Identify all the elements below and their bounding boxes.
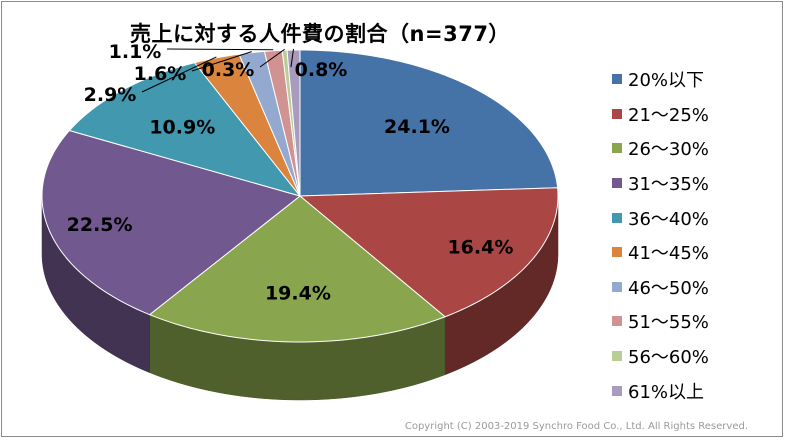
leader-line-8 <box>259 48 285 68</box>
data-label-3: 22.5% <box>67 214 133 236</box>
legend: 20%以下 21～25% 26～30% 31～35% 36～40% 41～45% 46～50… <box>612 62 782 408</box>
legend-item: 61%以上 <box>612 373 782 408</box>
legend-label: 46～50% <box>628 277 709 299</box>
legend-item: 21～25% <box>612 97 782 132</box>
pie-slices <box>41 49 559 343</box>
legend-swatch <box>612 178 622 189</box>
legend-label: 36～40% <box>628 208 709 230</box>
data-label-0: 24.1% <box>384 116 450 138</box>
data-label-5: 2.9% <box>84 84 137 106</box>
legend-item: 51～55% <box>612 304 782 339</box>
legend-item: 26～30% <box>612 131 782 166</box>
legend-swatch <box>612 281 622 292</box>
legend-label: 61%以上 <box>628 381 705 403</box>
pie-slice-5 <box>194 53 301 197</box>
data-label-4: 10.9% <box>149 116 215 138</box>
data-label-8: 0.3% <box>202 59 255 81</box>
leader-line-7 <box>166 48 274 51</box>
pie-slice-1 <box>299 187 559 318</box>
legend-label: 20%以下 <box>628 70 705 92</box>
pie-slice-4 <box>68 62 301 197</box>
data-label-9: 0.8% <box>295 59 348 81</box>
leader-lines <box>141 48 294 93</box>
pie-slice-2 <box>149 195 446 343</box>
legend-swatch <box>612 74 622 85</box>
legend-label: 56～60% <box>628 347 709 369</box>
leader-line-9 <box>290 48 294 68</box>
legend-swatch <box>612 212 622 223</box>
copyright-text: Copyright (C) 2003-2019 Synchro Food Co.… <box>404 421 748 432</box>
data-label-7: 1.1% <box>109 41 162 63</box>
chart-title: 売上に対する人件費の割合（n=377） <box>130 22 510 46</box>
leader-line-6 <box>191 51 252 72</box>
pie-slice-6 <box>238 50 301 197</box>
legend-swatch <box>612 351 622 362</box>
leader-line-5 <box>141 56 217 93</box>
data-labels: 24.1% 16.4% 19.4% 22.5% 10.9% 2.9%1.6%1.1% 0.3… <box>67 41 514 304</box>
legend-swatch <box>612 316 622 327</box>
legend-item: 56～60% <box>612 339 782 374</box>
data-label-6: 1.6% <box>134 63 187 85</box>
pie-slice-3 <box>41 130 301 316</box>
legend-swatch <box>612 143 622 154</box>
legend-item: 31～35% <box>612 166 782 201</box>
legend-swatch <box>612 385 622 396</box>
data-label-2: 19.4% <box>265 282 331 304</box>
data-label-1: 16.4% <box>447 236 513 258</box>
legend-swatch <box>612 247 622 258</box>
legend-label: 26～30% <box>628 139 709 161</box>
legend-item: 20%以下 <box>612 62 782 97</box>
legend-item: 41～45% <box>612 235 782 270</box>
legend-item: 36～40% <box>612 200 782 235</box>
pie-slice-0 <box>299 49 559 197</box>
legend-label: 21～25% <box>628 104 709 126</box>
legend-label: 41～45% <box>628 243 709 265</box>
legend-label: 51～55% <box>628 312 709 334</box>
legend-swatch <box>612 108 622 119</box>
legend-item: 46～50% <box>612 270 782 305</box>
legend-label: 31～35% <box>628 174 709 196</box>
